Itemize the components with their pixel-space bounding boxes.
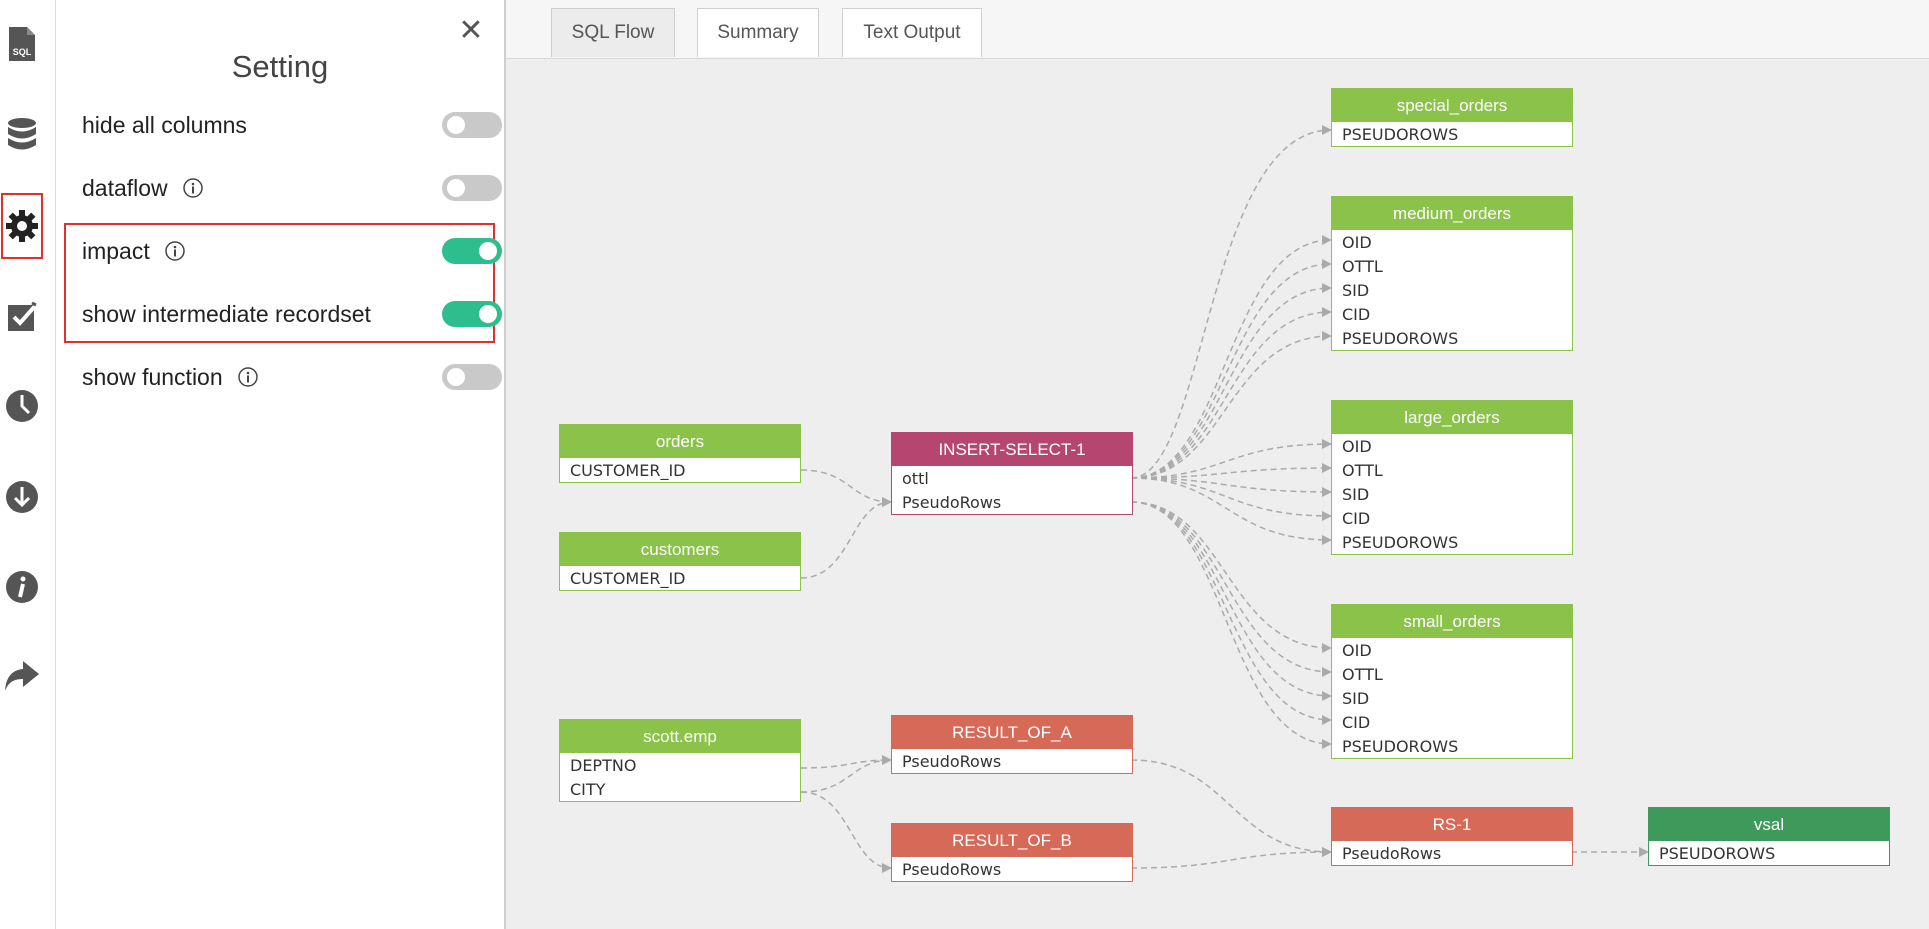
hide-all-columns-toggle[interactable] [442, 112, 502, 138]
node-column[interactable]: CUSTOMER_ID [570, 568, 686, 588]
icon-rail: SQL [0, 0, 56, 929]
info-circle-icon[interactable] [237, 366, 259, 388]
node-title: large_orders [1332, 401, 1572, 434]
node-column[interactable]: PSEUDOROWS [1342, 736, 1459, 756]
tab-summary[interactable]: Summary [697, 8, 819, 57]
settings-panel: Setting ✕ [56, 0, 506, 929]
node-rs-1[interactable]: RS-1 PseudoRows [1331, 807, 1573, 866]
node-result-of-a[interactable]: RESULT_OF_A PseudoRows [891, 715, 1133, 774]
node-column[interactable]: PseudoRows [902, 492, 1002, 512]
node-column[interactable]: OID [1342, 436, 1372, 456]
setting-hide-all-columns: hide all columns [82, 103, 522, 147]
node-column[interactable]: PSEUDOROWS [1342, 532, 1459, 552]
node-title: RESULT_OF_B [892, 824, 1132, 857]
info-icon[interactable] [3, 568, 41, 606]
dataflow-toggle[interactable] [442, 175, 502, 201]
node-column[interactable]: SID [1342, 280, 1370, 300]
node-column[interactable]: DEPTNO [570, 755, 637, 775]
node-title: customers [560, 533, 800, 566]
main-area: SQL Flow Summary Text Output [506, 0, 1929, 929]
node-column[interactable]: PSEUDOROWS [1342, 124, 1459, 144]
node-insert-select-1[interactable]: INSERT-SELECT-1 ottl PseudoRows [891, 432, 1133, 515]
setting-label: show intermediate recordset [82, 300, 371, 327]
node-scott-emp[interactable]: scott.emp DEPTNO CITY [559, 719, 801, 802]
node-medium-orders[interactable]: medium_orders OID OTTL SID CID PSEUDOROW… [1331, 196, 1573, 351]
setting-show-function: show function [82, 355, 522, 399]
node-column[interactable]: OTTL [1342, 256, 1383, 276]
node-special-orders[interactable]: special_orders PSEUDOROWS [1331, 88, 1573, 147]
setting-label: show function [82, 363, 223, 390]
node-title: RESULT_OF_A [892, 716, 1132, 749]
database-icon[interactable] [3, 116, 41, 154]
node-column[interactable]: CID [1342, 508, 1371, 528]
tab-sql-flow[interactable]: SQL Flow [551, 8, 675, 57]
show-intermediate-recordset-toggle[interactable] [442, 301, 502, 327]
node-title: vsal [1649, 808, 1889, 841]
node-column[interactable]: OTTL [1342, 460, 1383, 480]
node-large-orders[interactable]: large_orders OID OTTL SID CID PSEUDOROWS [1331, 400, 1573, 555]
setting-impact: impact [82, 229, 522, 273]
share-icon[interactable] [3, 657, 41, 695]
node-column[interactable]: ottl [902, 468, 929, 488]
node-customers[interactable]: customers CUSTOMER_ID [559, 532, 801, 591]
node-column[interactable]: PseudoRows [1342, 843, 1442, 863]
node-column[interactable]: PseudoRows [902, 859, 1002, 879]
node-column[interactable]: CID [1342, 712, 1371, 732]
setting-label: dataflow [82, 174, 168, 201]
tab-text-output[interactable]: Text Output [842, 8, 982, 57]
sql-flow-canvas[interactable]: special_orders PSEUDOROWS medium_orders … [506, 58, 1929, 929]
node-column[interactable]: PseudoRows [902, 751, 1002, 771]
info-circle-icon[interactable] [164, 240, 186, 262]
setting-dataflow: dataflow [82, 166, 522, 210]
node-column[interactable]: OTTL [1342, 664, 1383, 684]
node-column[interactable]: CUSTOMER_ID [570, 460, 686, 480]
node-title: scott.emp [560, 720, 800, 753]
node-column[interactable]: CID [1342, 304, 1371, 324]
node-column[interactable]: OID [1342, 640, 1372, 660]
node-column[interactable]: CITY [570, 779, 606, 799]
svg-text:SQL: SQL [13, 47, 32, 57]
node-title: small_orders [1332, 605, 1572, 638]
node-vsal[interactable]: vsal PSEUDOROWS [1648, 807, 1890, 866]
node-title: medium_orders [1332, 197, 1572, 230]
setting-show-intermediate-recordset: show intermediate recordset [82, 292, 522, 336]
setting-label: impact [82, 237, 150, 264]
node-result-of-b[interactable]: RESULT_OF_B PseudoRows [891, 823, 1133, 882]
node-column[interactable]: SID [1342, 484, 1370, 504]
node-title: INSERT-SELECT-1 [892, 433, 1132, 466]
info-circle-icon[interactable] [182, 177, 204, 199]
history-clock-icon[interactable] [3, 387, 41, 425]
settings-gear-icon[interactable] [1, 193, 43, 259]
tab-bar: SQL Flow Summary Text Output [506, 0, 1929, 59]
impact-toggle[interactable] [442, 238, 502, 264]
node-orders[interactable]: orders CUSTOMER_ID [559, 424, 801, 483]
node-small-orders[interactable]: small_orders OID OTTL SID CID PSEUDOROWS [1331, 604, 1573, 759]
setting-label: hide all columns [82, 111, 247, 138]
close-icon[interactable]: ✕ [458, 14, 484, 47]
node-column[interactable]: PSEUDOROWS [1659, 843, 1776, 863]
node-title: special_orders [1332, 89, 1572, 122]
sql-file-icon[interactable]: SQL [3, 25, 41, 63]
node-column[interactable]: OID [1342, 232, 1372, 252]
settings-title: Setting [231, 49, 329, 84]
flow-edges [800, 125, 1649, 873]
show-function-toggle[interactable] [442, 364, 502, 390]
node-column[interactable]: SID [1342, 688, 1370, 708]
node-title: orders [560, 425, 800, 458]
node-column[interactable]: PSEUDOROWS [1342, 328, 1459, 348]
checklist-icon[interactable] [3, 298, 41, 336]
highlight-annotation [64, 223, 495, 343]
download-icon[interactable] [3, 478, 41, 516]
node-title: RS-1 [1332, 808, 1572, 841]
